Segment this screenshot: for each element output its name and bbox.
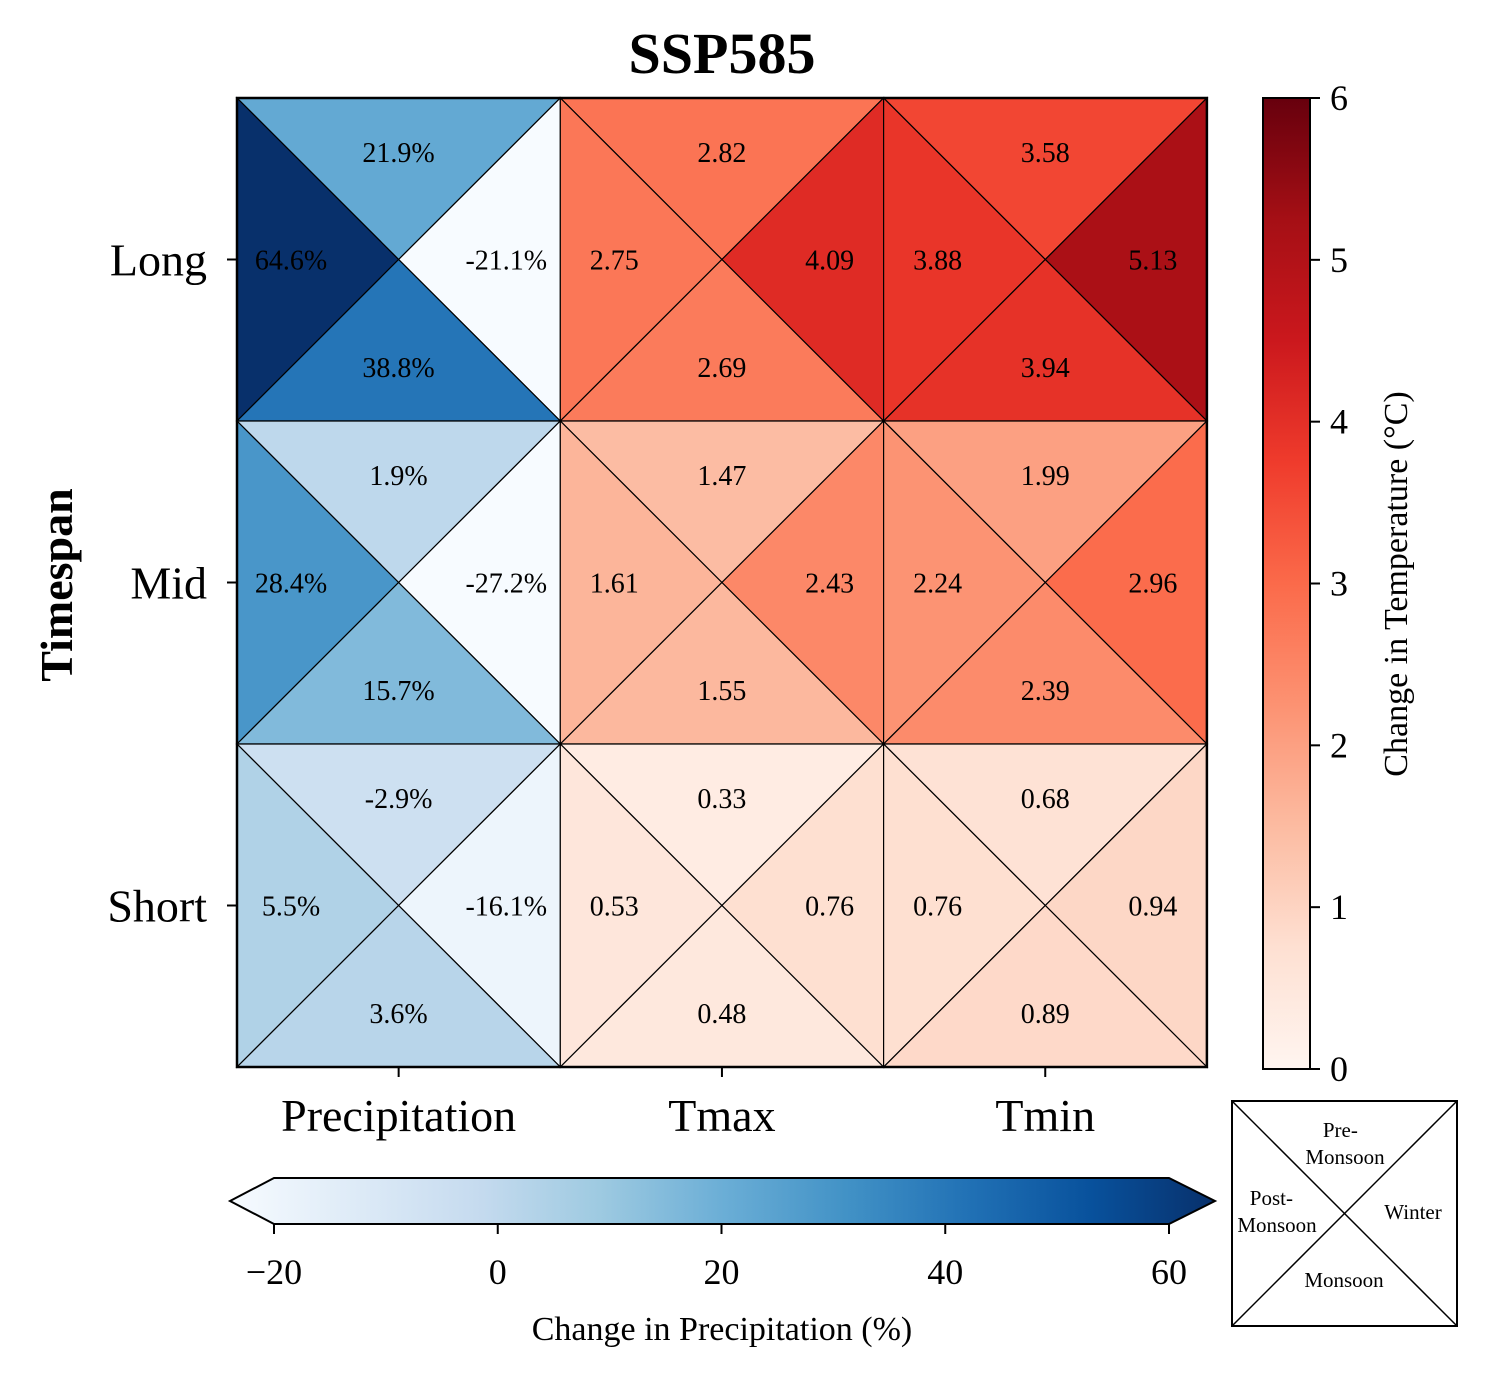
season-key-diagonal xyxy=(1231,1100,1458,1327)
season-key-left-line1: Post- xyxy=(1250,1186,1293,1210)
y-tick-label-long: Long xyxy=(110,235,207,286)
y-tick-label-short: Short xyxy=(107,881,207,932)
y-axis-label: Timespan xyxy=(31,488,82,681)
cell-value-label-mid-tmin-top: 1.99 xyxy=(1021,461,1070,492)
cell-value-label-short-tmin-top: 0.68 xyxy=(1021,784,1070,815)
season-key-top-line1: Pre- xyxy=(1323,1118,1358,1142)
cell-value-label-short-precipitation-bottom: 3.6% xyxy=(369,999,427,1030)
precipitation-tick-label: 40 xyxy=(927,1252,963,1292)
cell-value-label-short-tmax-bottom: 0.48 xyxy=(697,999,746,1030)
cell-value-label-short-tmax-left: 0.53 xyxy=(590,892,639,923)
chart-title: SSP585 xyxy=(629,21,816,86)
season-key-top: Pre- Monsoon xyxy=(1305,1118,1385,1169)
temperature-tick-label: 2 xyxy=(1330,725,1348,765)
cell-value-label-long-tmin-bottom: 3.94 xyxy=(1021,353,1070,384)
y-tick-label-mid: Mid xyxy=(130,558,207,609)
cell-value-label-mid-precipitation-top: 1.9% xyxy=(369,461,427,492)
cell-value-label-mid-precipitation-left: 28.4% xyxy=(255,569,327,600)
heatmap-cells xyxy=(235,96,1209,1069)
season-key-right: Winter xyxy=(1384,1200,1441,1224)
cell-value-label-short-precipitation-left: 5.5% xyxy=(262,892,320,923)
precipitation-tick-label: 0 xyxy=(489,1252,507,1292)
season-key-bottom: Monsoon xyxy=(1304,1268,1384,1292)
x-tick-label-tmin: Tmin xyxy=(995,1090,1095,1141)
temperature-colorbar: 0 1 2 3 4 5 6 Change in Temperature (°C) xyxy=(1262,78,1415,1089)
temperature-tick-label: 0 xyxy=(1330,1049,1348,1089)
precipitation-tick-label: −20 xyxy=(246,1252,302,1292)
temperature-colorbar-bar xyxy=(1262,97,1311,1070)
precipitation-colorbar-ticks: −20 0 20 40 60 xyxy=(246,1224,1187,1292)
cell-value-label-long-tmax-bottom: 2.69 xyxy=(697,353,746,384)
precipitation-colorbar: −20 0 20 40 60 Change in Precipitation (%) xyxy=(227,1177,1218,1348)
precipitation-tick-label: 20 xyxy=(704,1252,740,1292)
cell-value-label-long-precipitation-top: 21.9% xyxy=(362,138,434,169)
cell-value-label-long-precipitation-right: -21.1% xyxy=(465,246,547,277)
cell-value-label-short-tmax-right: 0.76 xyxy=(805,892,854,923)
temperature-tick-label: 5 xyxy=(1330,240,1348,280)
cell-value-label-long-tmax-right: 4.09 xyxy=(805,246,854,277)
cell-value-label-mid-tmin-right: 2.96 xyxy=(1128,569,1177,600)
season-key: Pre- Monsoon Post- Monsoon Winter Monsoo… xyxy=(1231,1100,1458,1327)
cell-value-label-long-tmax-top: 2.82 xyxy=(697,138,746,169)
cell-value-label-short-tmin-right: 0.94 xyxy=(1128,892,1177,923)
cell-value-label-mid-tmin-bottom: 2.39 xyxy=(1021,676,1070,707)
cell-value-label-long-tmax-left: 2.75 xyxy=(590,246,639,277)
cell-value-label-mid-precipitation-bottom: 15.7% xyxy=(362,676,434,707)
temperature-tick-label: 3 xyxy=(1330,564,1348,604)
cell-value-label-short-tmin-left: 0.76 xyxy=(913,892,962,923)
temperature-tick-label: 4 xyxy=(1330,402,1348,442)
cell-value-label-short-precipitation-right: -16.1% xyxy=(465,892,547,923)
cell-value-label-mid-tmax-left: 1.61 xyxy=(590,569,639,600)
x-tick-label-precipitation: Precipitation xyxy=(281,1090,516,1141)
x-tick-label-tmax: Tmax xyxy=(668,1090,775,1141)
temperature-colorbar-label: Change in Temperature (°C) xyxy=(1378,391,1415,776)
cell-value-label-mid-tmax-right: 2.43 xyxy=(805,569,854,600)
cell-value-label-long-precipitation-bottom: 38.8% xyxy=(362,353,434,384)
precipitation-colorbar-label: Change in Precipitation (%) xyxy=(532,1311,913,1348)
precipitation-colorbar-bar xyxy=(227,1177,1218,1225)
season-key-top-line2: Monsoon xyxy=(1305,1145,1385,1169)
season-key-left-line2: Monsoon xyxy=(1237,1213,1317,1237)
cell-value-label-mid-tmax-bottom: 1.55 xyxy=(697,676,746,707)
cell-value-label-short-tmin-bottom: 0.89 xyxy=(1021,999,1070,1030)
heatmap-value-labels: 21.9% 64.6% -21.1% 38.8% 2.82 2.75 4.09 2.69 3.5… xyxy=(255,138,1178,1030)
cell-value-label-short-tmax-top: 0.33 xyxy=(697,784,746,815)
temperature-colorbar-ticks: 0 1 2 3 4 5 6 xyxy=(1310,78,1348,1089)
cell-value-label-short-precipitation-top: -2.9% xyxy=(365,784,433,815)
temperature-tick-label: 6 xyxy=(1330,78,1348,118)
temperature-tick-label: 1 xyxy=(1330,887,1348,927)
cell-value-label-long-tmin-left: 3.88 xyxy=(913,246,962,277)
cell-value-label-long-tmin-right: 5.13 xyxy=(1128,246,1177,277)
cell-value-label-long-tmin-top: 3.58 xyxy=(1021,138,1070,169)
heatmap-axes: Long Mid Short Precipitation Tmax Tmin xyxy=(107,96,1209,1141)
precipitation-tick-label: 60 xyxy=(1151,1252,1187,1292)
cell-value-label-mid-precipitation-right: -27.2% xyxy=(465,569,547,600)
cell-value-label-long-precipitation-left: 64.6% xyxy=(255,246,327,277)
cell-value-label-mid-tmin-left: 2.24 xyxy=(913,569,962,600)
season-key-left: Post- Monsoon xyxy=(1237,1186,1317,1237)
cell-value-label-mid-tmax-top: 1.47 xyxy=(697,461,746,492)
